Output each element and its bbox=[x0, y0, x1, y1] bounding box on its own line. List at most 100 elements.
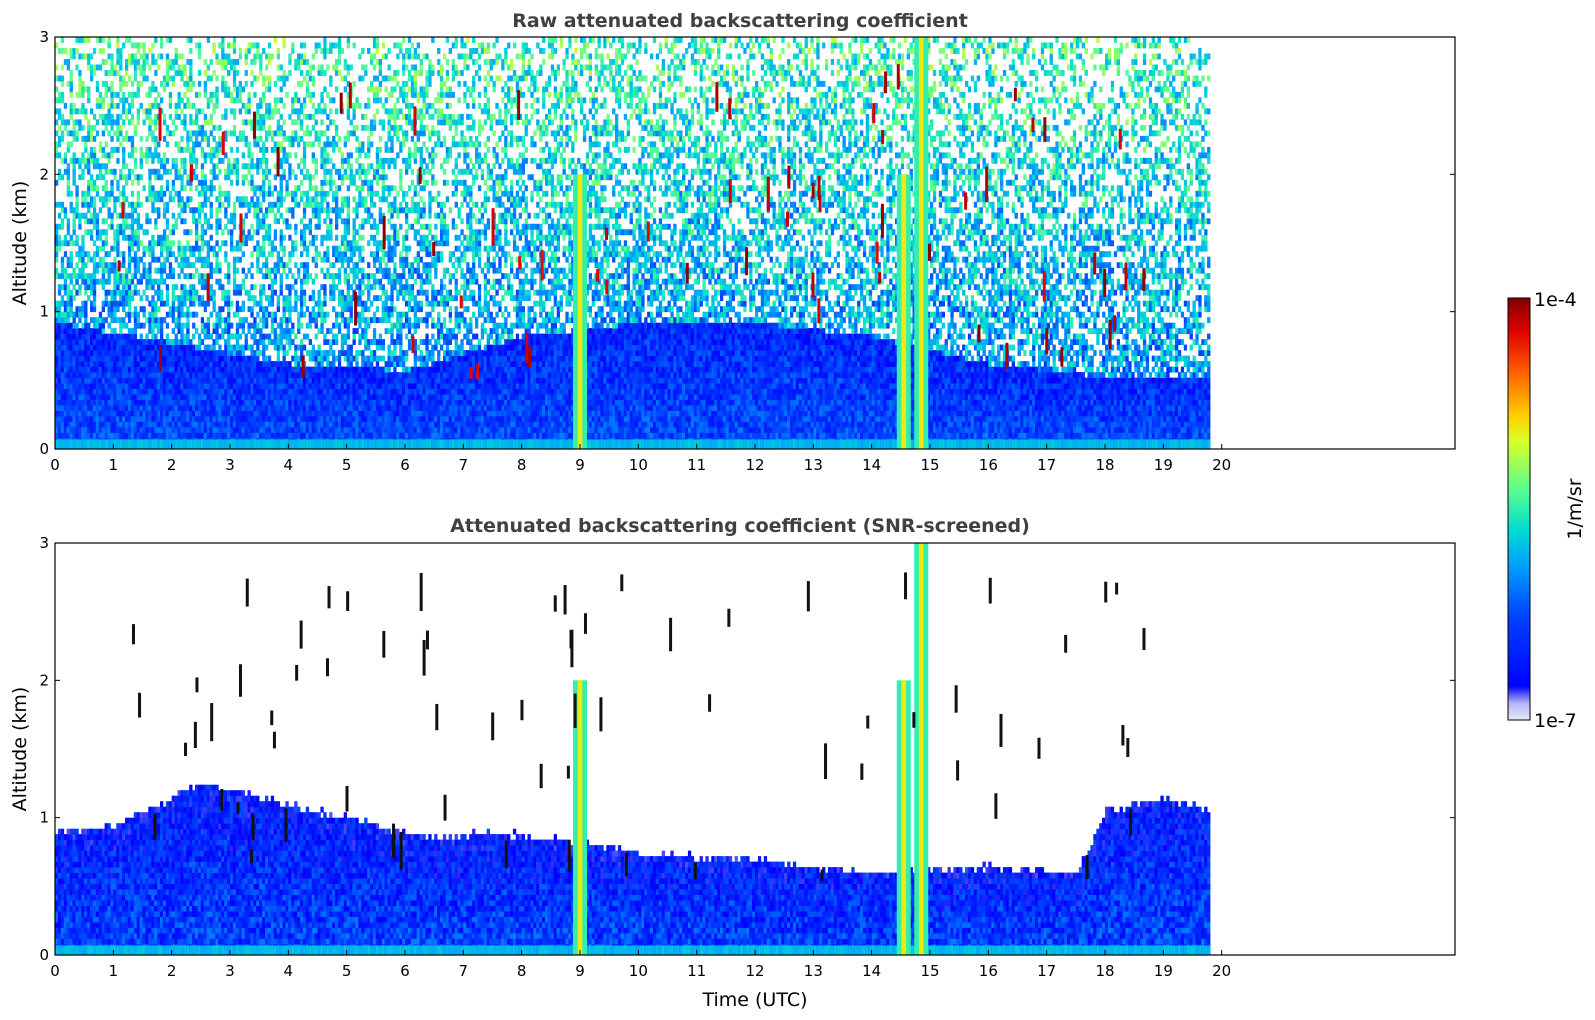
heatmap-cell bbox=[58, 422, 61, 428]
heatmap-cell bbox=[81, 158, 84, 164]
heatmap-cell bbox=[102, 345, 105, 351]
heatmap-cell bbox=[64, 213, 67, 219]
heatmap-cell bbox=[78, 372, 81, 378]
heatmap-cell bbox=[75, 207, 78, 213]
heatmap-cell bbox=[99, 389, 102, 395]
heatmap-cell bbox=[96, 439, 99, 449]
heatmap-cell bbox=[78, 163, 81, 169]
heatmap-cell bbox=[61, 48, 64, 54]
heatmap-cell bbox=[90, 185, 93, 191]
heatmap-cell bbox=[96, 251, 99, 257]
heatmap-cell bbox=[61, 114, 64, 120]
heatmap-cell bbox=[87, 389, 90, 395]
heatmap-cell bbox=[64, 361, 67, 367]
heatmap-cell bbox=[78, 361, 81, 367]
heatmap-cell bbox=[87, 119, 90, 125]
heatmap-cell bbox=[102, 405, 105, 411]
heatmap-cell bbox=[73, 350, 76, 356]
heatmap-cell bbox=[73, 328, 76, 334]
heatmap-cell bbox=[58, 92, 61, 98]
heatmap-cell bbox=[93, 323, 96, 329]
heatmap-cell bbox=[87, 185, 90, 191]
heatmap-cell bbox=[81, 257, 84, 263]
heatmap-cell bbox=[99, 350, 102, 356]
heatmap-cell bbox=[93, 328, 96, 334]
heatmap-cell bbox=[96, 213, 99, 219]
heatmap-cell bbox=[96, 158, 99, 164]
heatmap-cell bbox=[87, 169, 90, 175]
heatmap-cell bbox=[75, 439, 78, 449]
heatmap-cell bbox=[67, 262, 70, 268]
heatmap-cell bbox=[70, 416, 73, 422]
heatmap-cell bbox=[64, 235, 67, 241]
heatmap-cell bbox=[99, 317, 102, 323]
heatmap-cell bbox=[70, 81, 73, 87]
heatmap-cell bbox=[96, 317, 99, 323]
heatmap-cell bbox=[78, 306, 81, 312]
heatmap-cell bbox=[81, 273, 84, 279]
heatmap-cell bbox=[84, 141, 87, 147]
heatmap-cell bbox=[90, 383, 93, 389]
heatmap-cell bbox=[87, 334, 90, 340]
heatmap-cell bbox=[78, 70, 81, 76]
heatmap-cell bbox=[73, 158, 76, 164]
heatmap-cell bbox=[90, 433, 93, 439]
heatmap-cell bbox=[81, 191, 84, 197]
heatmap-cell bbox=[70, 202, 73, 208]
heatmap-cell bbox=[70, 54, 73, 60]
heatmap-cell bbox=[84, 306, 87, 312]
heatmap-cell bbox=[84, 251, 87, 257]
heatmap-cell bbox=[70, 433, 73, 439]
heatmap-cell bbox=[96, 119, 99, 125]
heatmap-cell bbox=[81, 372, 84, 378]
heatmap-cell bbox=[99, 114, 102, 120]
heatmap-cell bbox=[93, 251, 96, 257]
heatmap-cell bbox=[90, 202, 93, 208]
heatmap-cell bbox=[84, 411, 87, 417]
heatmap-cell bbox=[99, 405, 102, 411]
heatmap-cell bbox=[93, 433, 96, 439]
heatmap-cell bbox=[61, 422, 64, 428]
heatmap-cell bbox=[87, 130, 90, 136]
heatmap-cell bbox=[73, 240, 76, 246]
heatmap-cell bbox=[75, 427, 78, 433]
heatmap-cell bbox=[90, 196, 93, 202]
heatmap-cell bbox=[61, 218, 64, 224]
heatmap-cell bbox=[84, 191, 87, 197]
heatmap-cell bbox=[90, 427, 93, 433]
heatmap-cell bbox=[70, 411, 73, 417]
heatmap-cell bbox=[93, 279, 96, 285]
heatmap-cell bbox=[61, 350, 64, 356]
heatmap-cell bbox=[87, 295, 90, 301]
heatmap-cell bbox=[93, 339, 96, 345]
heatmap-cell bbox=[84, 273, 87, 279]
heatmap-cell bbox=[93, 152, 96, 158]
heatmap-cell bbox=[102, 246, 105, 252]
heatmap-cell bbox=[84, 350, 87, 356]
figure: Raw attenuated backscattering coefficien… bbox=[0, 0, 1595, 1020]
heatmap-cell bbox=[75, 433, 78, 439]
heatmap-cell bbox=[70, 323, 73, 329]
heatmap-cell bbox=[96, 323, 99, 329]
heatmap-cell bbox=[93, 411, 96, 417]
heatmap-cell bbox=[93, 114, 96, 120]
heatmap-cell bbox=[67, 439, 70, 449]
heatmap-cell bbox=[70, 262, 73, 268]
heatmap-cell bbox=[61, 240, 64, 246]
heatmap-cell bbox=[75, 312, 78, 318]
heatmap-cell bbox=[96, 361, 99, 367]
heatmap-cell bbox=[78, 405, 81, 411]
heatmap-cell bbox=[93, 48, 96, 54]
heatmap-cell bbox=[87, 284, 90, 290]
heatmap-cell bbox=[70, 394, 73, 400]
heatmap-cell bbox=[75, 328, 78, 334]
heatmap-cell bbox=[96, 372, 99, 378]
heatmap-cell bbox=[93, 361, 96, 367]
heatmap-cell bbox=[96, 389, 99, 395]
heatmap-cell bbox=[84, 389, 87, 395]
heatmap-cell bbox=[102, 394, 105, 400]
heatmap-cell bbox=[87, 65, 90, 71]
heatmap-cell bbox=[75, 251, 78, 257]
heatmap-cell bbox=[70, 48, 73, 54]
heatmap-cell bbox=[73, 229, 76, 235]
